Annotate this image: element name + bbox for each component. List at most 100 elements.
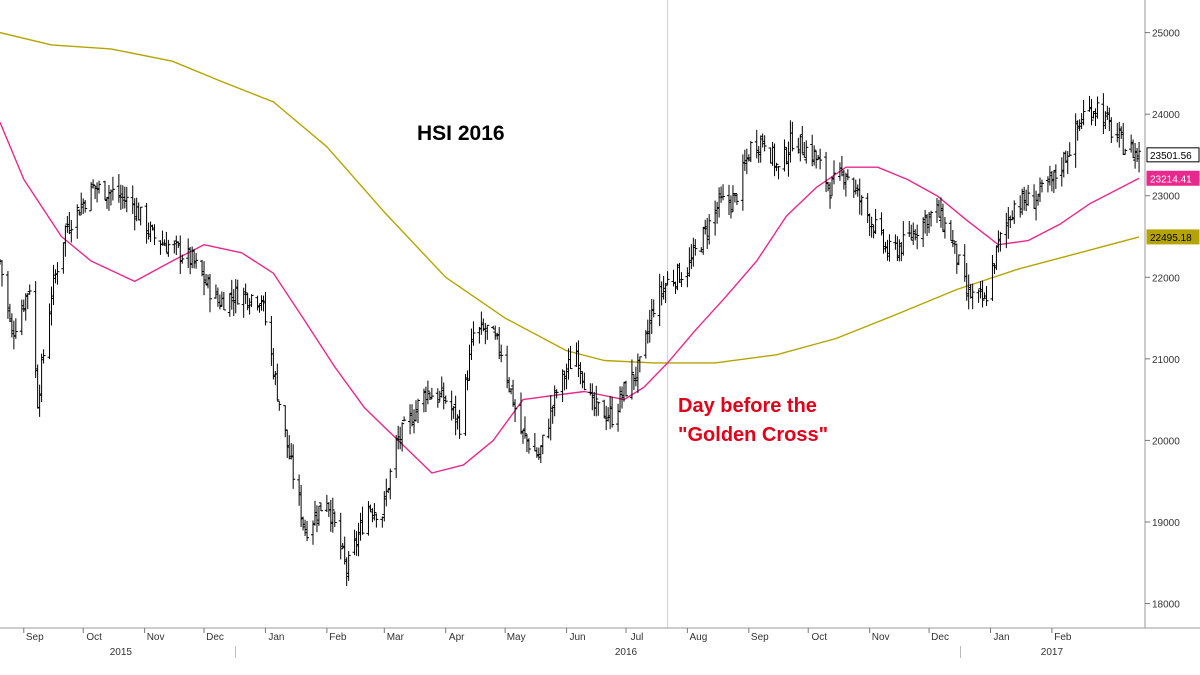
price-bar: [620, 386, 625, 409]
price-bar: [207, 274, 212, 313]
price-bar: [297, 474, 302, 506]
price-bar: [396, 425, 401, 450]
y-tick-label: 23000: [1152, 192, 1180, 203]
y-tick-label: 21000: [1152, 355, 1180, 366]
price-bar: [368, 504, 373, 513]
price-bar: [106, 185, 111, 211]
price-bar: [110, 176, 115, 201]
ma200-last-badge-text: 22495.18: [1150, 233, 1192, 244]
price-bar: [69, 219, 74, 243]
price-bar: [942, 216, 947, 239]
price-bar: [233, 279, 238, 314]
price-bar: [1107, 107, 1112, 132]
price-bar: [332, 511, 337, 528]
price-bar: [172, 240, 177, 254]
x-tick-label: Oct: [86, 632, 102, 643]
price-bar: [1032, 184, 1037, 209]
price-bar: [915, 224, 920, 250]
price-bar: [152, 224, 157, 246]
price-bar: [744, 148, 749, 175]
price-bar: [51, 264, 56, 306]
price-bar: [831, 160, 836, 185]
price-bar: [1117, 121, 1122, 148]
price-bar: [356, 522, 361, 557]
price-bar: [524, 434, 529, 453]
price-bar: [703, 219, 708, 235]
price-bar: [394, 435, 399, 478]
x-tick-label: Aug: [689, 632, 707, 643]
price-bar: [637, 356, 642, 373]
price-bar: [77, 209, 82, 216]
price-last-badge-text: 23501.56: [1150, 151, 1192, 162]
price-bar: [1089, 98, 1094, 126]
price-bar: [305, 520, 310, 542]
x-tick-label: May: [507, 632, 526, 643]
price-bar: [1123, 148, 1128, 155]
price-bar: [1131, 139, 1136, 159]
x-tick-label: Nov: [872, 632, 890, 643]
price-bar: [358, 512, 363, 541]
price-bar: [841, 169, 846, 190]
price-bar: [1137, 141, 1142, 173]
price-bar: [285, 429, 290, 458]
price-bar: [27, 284, 32, 295]
ma200-layer: [0, 31, 1140, 364]
price-bar: [166, 239, 171, 257]
price-bar: [200, 259, 205, 277]
price-bar: [275, 363, 280, 401]
price-bar: [851, 177, 856, 198]
price-bar: [812, 145, 817, 166]
x-tick-label: Jan: [268, 632, 284, 643]
price-bar: [316, 505, 321, 526]
price-bar: [1012, 200, 1017, 225]
price-bar: [665, 271, 670, 285]
price-bar: [899, 241, 904, 262]
ma50-line: [0, 122, 1140, 474]
price-bar: [415, 398, 420, 424]
price-bar: [762, 135, 767, 152]
price-bar: [651, 299, 656, 318]
price-bar: [497, 327, 502, 360]
price-bar: [610, 396, 615, 428]
price-bar: [330, 497, 335, 533]
price-bar: [562, 370, 567, 391]
price-bar: [463, 373, 468, 436]
y-tick-label: 25000: [1152, 29, 1180, 40]
price-bar: [790, 121, 795, 152]
price-bar: [1119, 126, 1124, 139]
price-bar: [768, 147, 773, 164]
price-bar: [67, 212, 72, 235]
x-tick-label: Nov: [147, 632, 165, 643]
price-bar: [37, 384, 42, 417]
x-tick-label: Dec: [206, 632, 224, 643]
price-bar: [1051, 170, 1056, 193]
price-bar: [1135, 147, 1140, 163]
price-bar: [429, 387, 434, 400]
price-bar: [534, 447, 539, 458]
annotation-line-2: "Golden Cross": [678, 424, 829, 446]
price-bar: [1093, 108, 1098, 127]
price-bar: [269, 315, 274, 366]
price-bar: [303, 519, 308, 536]
price-bar: [0, 260, 4, 287]
price-bar: [608, 395, 613, 430]
year-label: 2016: [615, 647, 638, 658]
price-bar: [338, 512, 343, 560]
ma50-last-badge-text: 23214.41: [1150, 174, 1192, 185]
price-bar: [980, 280, 985, 308]
price-bar: [643, 330, 648, 359]
price-bar: [217, 294, 222, 310]
price-bar: [938, 197, 943, 228]
price-bar: [243, 283, 248, 304]
price-bar: [439, 376, 444, 398]
price-bar: [192, 249, 197, 269]
price-bar: [689, 244, 694, 270]
price-bar: [1026, 184, 1031, 206]
price-bar: [144, 202, 149, 244]
price-bar: [249, 294, 254, 308]
price-bar: [1077, 119, 1082, 131]
year-label: 2015: [110, 647, 133, 658]
price-bar: [227, 293, 232, 317]
price-bar: [372, 503, 377, 521]
price-bar: [194, 253, 199, 269]
